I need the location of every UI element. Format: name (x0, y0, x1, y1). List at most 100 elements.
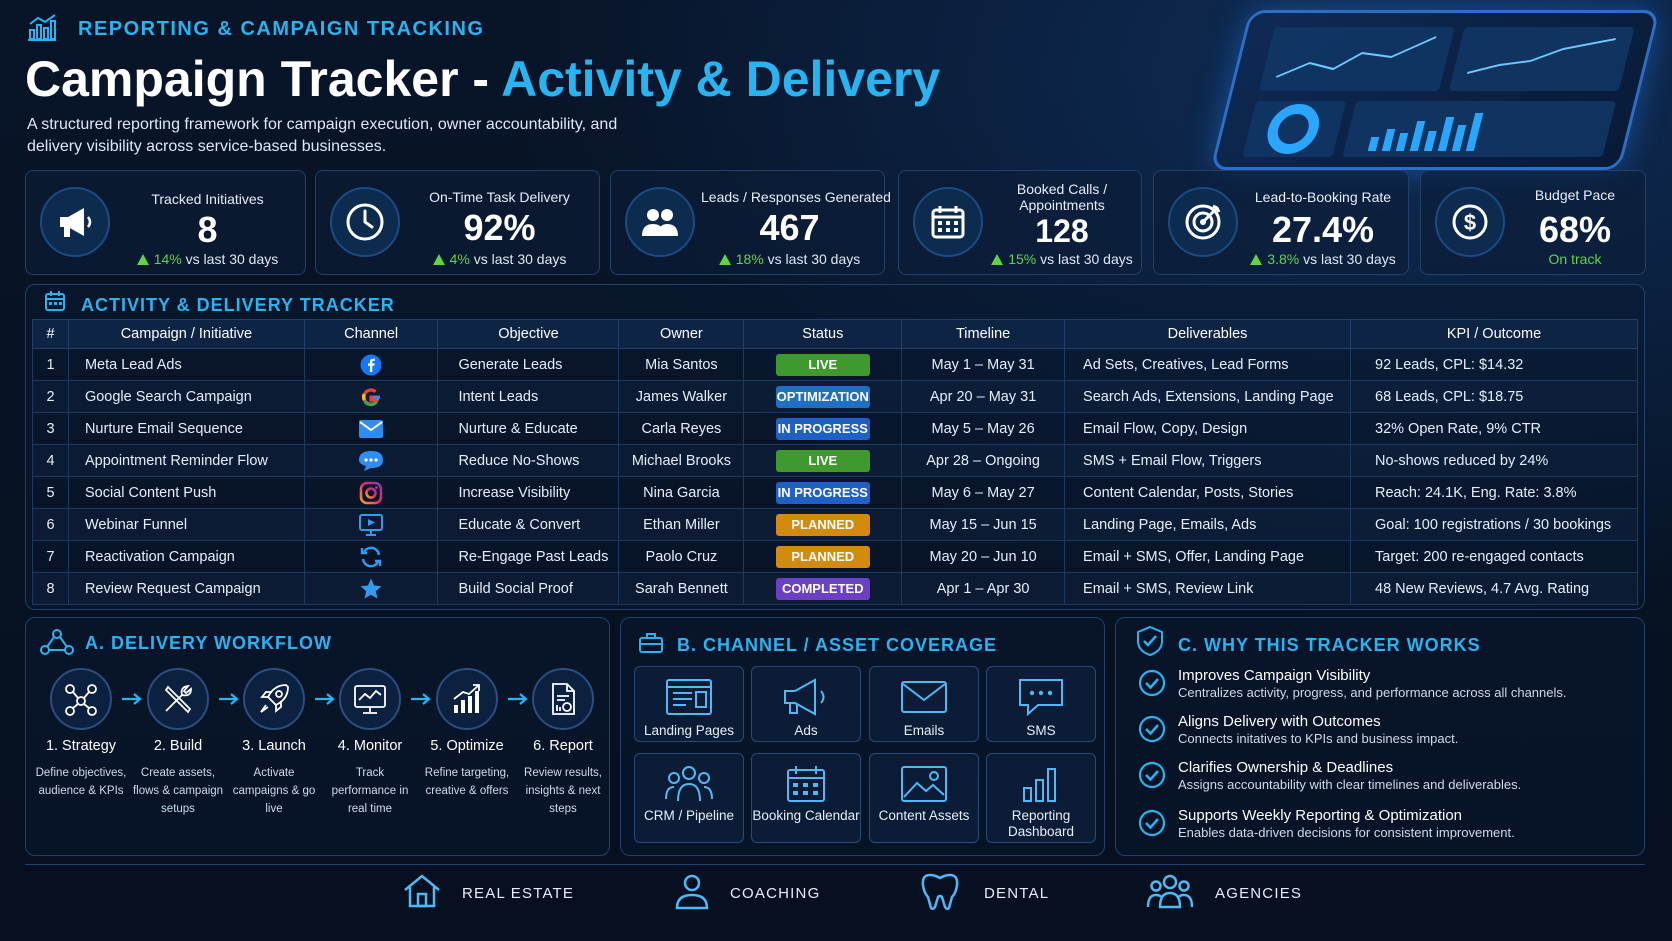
objective: Increase Visibility (437, 476, 620, 509)
up-arrow-icon (432, 254, 445, 265)
column-header: Objective (437, 319, 620, 349)
table-row: 7 Reactivation Campaign Re-Engage Past Lea… (32, 540, 1638, 573)
webinar-icon (358, 513, 384, 537)
up-arrow-icon (136, 254, 149, 265)
kpi-card-budget-pace: $ Budget Pace 68% On track (1420, 170, 1646, 275)
status-badge: LIVE (775, 449, 870, 472)
objective: Nurture & Educate (437, 412, 620, 445)
tracker-table: # Campaign / Initiative Channel Objectiv… (32, 319, 1638, 605)
users-icon (625, 187, 695, 257)
kpi-label: Booked Calls / Appointments (1016, 181, 1108, 213)
row-number: 7 (32, 540, 69, 573)
rocket-icon (243, 668, 305, 730)
industry-label: DENTAL (984, 885, 1050, 902)
table-row: 4 Appointment Reminder Flow Reduce No-Show… (32, 444, 1638, 477)
email-icon (358, 419, 384, 439)
up-arrow-icon (718, 254, 731, 265)
footer-divider (25, 864, 1645, 865)
megaphone-icon (40, 187, 110, 257)
column-header: Campaign / Initiative (67, 319, 305, 349)
check-circle-icon (1138, 761, 1166, 789)
kpi-label: Lead-to-Booking Rate (1254, 189, 1392, 205)
row-number: 4 (32, 444, 69, 477)
team-icon (1146, 874, 1194, 909)
up-arrow-icon (991, 254, 1004, 265)
kpi-label: On-Time Task Delivery (429, 189, 570, 205)
campaign-name: Nurture Email Sequence (67, 412, 305, 445)
arrow-right-icon (411, 693, 431, 705)
channel-cell (303, 348, 439, 381)
table-row: 3 Nurture Email Sequence Nurture & Educate… (32, 412, 1638, 445)
kpi-outcome: 92 Leads, CPL: $14.32 (1350, 348, 1638, 381)
coverage-tile-label: Content Assets (878, 808, 970, 823)
check-circle-icon (1138, 669, 1166, 697)
workflow-step-label: 2. Build (153, 738, 203, 754)
status-cell: PLANNED (743, 540, 903, 573)
channel-cell (303, 476, 439, 509)
campaign-name: Google Search Campaign (67, 380, 305, 413)
objective: Educate & Convert (437, 508, 620, 541)
arrow-right-icon (219, 693, 239, 705)
campaign-name: Social Content Push (67, 476, 305, 509)
coverage-tile: Landing Pages (634, 666, 744, 742)
kpi-outcome: 32% Open Rate, 9% CTR (1350, 412, 1638, 445)
table-row: 5 Social Content Push Increase Visibility N… (32, 476, 1638, 509)
row-number: 5 (32, 476, 69, 509)
kpi-label: Tracked Initiatives (151, 191, 264, 207)
table-header-row: # Campaign / Initiative Channel Objectiv… (32, 319, 1638, 349)
image-icon (870, 764, 978, 804)
kpi-change: 4% vs last 30 days (406, 251, 593, 267)
column-header: Deliverables (1064, 319, 1351, 349)
coverage-tile-label: SMS (1026, 723, 1056, 738)
status-cell: IN PROGRESS (743, 412, 903, 445)
channel-cell (303, 572, 439, 605)
kpi-card-booked-calls: Booked Calls / Appointments 128 15% vs l… (898, 170, 1142, 275)
kpi-change: 15% vs last 30 days (989, 251, 1135, 267)
column-header: KPI / Outcome (1350, 319, 1638, 349)
status-cell: LIVE (743, 444, 903, 477)
timeline: May 5 – May 26 (901, 412, 1066, 445)
coverage-tile-label: Ads (794, 723, 818, 738)
monitor-icon (339, 668, 401, 730)
why-item-description: Enables data-driven decisions for consis… (1178, 825, 1515, 840)
column-header: Owner (618, 319, 745, 349)
status-cell: PLANNED (743, 508, 903, 541)
status-cell: COMPLETED (743, 572, 903, 605)
status-badge: OPTIMIZATION (775, 385, 870, 408)
tablet-illustration (1210, 10, 1660, 170)
objective: Reduce No-Shows (437, 444, 620, 477)
page-title: Campaign Tracker - Activity & Delivery (25, 51, 941, 107)
timeline: Apr 1 – Apr 30 (901, 572, 1066, 605)
campaign-name: Webinar Funnel (67, 508, 305, 541)
table-row: 8 Review Request Campaign Build Social Pro… (32, 572, 1638, 605)
workflow-step-label: 1. Strategy (45, 738, 117, 754)
kpi-label: Budget Pace (1534, 187, 1616, 203)
workflow-step-label: 6. Report (533, 738, 593, 754)
target-icon (1168, 187, 1238, 257)
google-icon (359, 385, 383, 409)
why-item-description: Assigns accountability with clear timeli… (1178, 777, 1522, 792)
workflow-step-description: Refine targeting, creative & offers (424, 767, 510, 797)
kpi-label: Leads / Responses Generated (701, 189, 891, 205)
owner: Michael Brooks (618, 444, 745, 477)
channel-cell (303, 540, 439, 573)
megaphone-icon (752, 677, 860, 717)
workflow-step-label: 4. Monitor (337, 738, 403, 754)
status-badge: LIVE (775, 353, 870, 376)
page-title-accent: Activity & Delivery (501, 51, 941, 107)
person-icon (675, 874, 709, 910)
status-cell: OPTIMIZATION (743, 380, 903, 413)
owner: Mia Santos (618, 348, 745, 381)
workflow-step-description: Define objectives, audience & KPIs (35, 767, 127, 797)
facebook-icon (360, 354, 382, 376)
up-arrow-icon (1250, 254, 1263, 265)
objective: Re-Engage Past Leads (437, 540, 620, 573)
objective: Build Social Proof (437, 572, 620, 605)
deliverables: Landing Page, Emails, Ads (1064, 508, 1351, 541)
coverage-tile-label: Booking Calendar (752, 808, 860, 823)
sms-icon (987, 677, 1095, 717)
briefcase-icon (639, 633, 663, 653)
timeline: May 15 – Jun 15 (901, 508, 1066, 541)
workflow-step-description: Track performance in real time (331, 767, 409, 815)
owner: James Walker (618, 380, 745, 413)
